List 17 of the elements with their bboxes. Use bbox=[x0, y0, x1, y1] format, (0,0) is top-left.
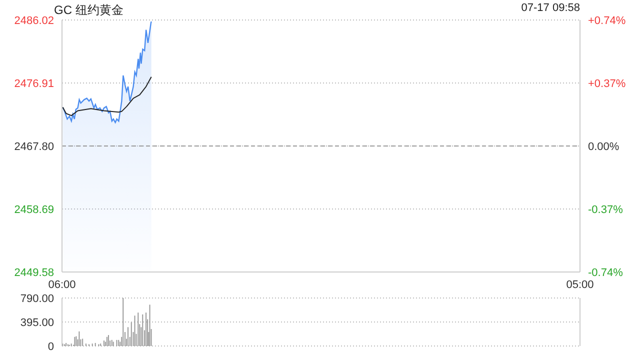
y-tick-label: 395.00 bbox=[20, 317, 54, 329]
y2-tick-label: 0.00% bbox=[588, 141, 620, 153]
x-tick-label: 05:00 bbox=[566, 278, 594, 291]
text: 07-17 09:58 bbox=[521, 2, 580, 14]
y-tick-label: 2458.69 bbox=[14, 204, 54, 216]
y-tick-label: 790.00 bbox=[20, 293, 54, 305]
y-tick-label: 2467.80 bbox=[14, 141, 54, 153]
y2-tick-label: +0.74% bbox=[588, 15, 626, 27]
chart-title: GC 纽约黄金 bbox=[54, 2, 124, 19]
y2-tick-label: -0.74% bbox=[588, 267, 624, 279]
x-tick-label: 06:00 bbox=[48, 278, 76, 291]
y-tick-label: 2449.58 bbox=[14, 267, 54, 279]
y-tick-label: 2486.02 bbox=[14, 15, 54, 27]
y2-tick-label: -0.37% bbox=[588, 204, 624, 216]
y-tick-label: 0 bbox=[48, 341, 54, 353]
y-tick-label: 2476.91 bbox=[14, 78, 54, 90]
y2-tick-label: +0.37% bbox=[588, 78, 626, 90]
